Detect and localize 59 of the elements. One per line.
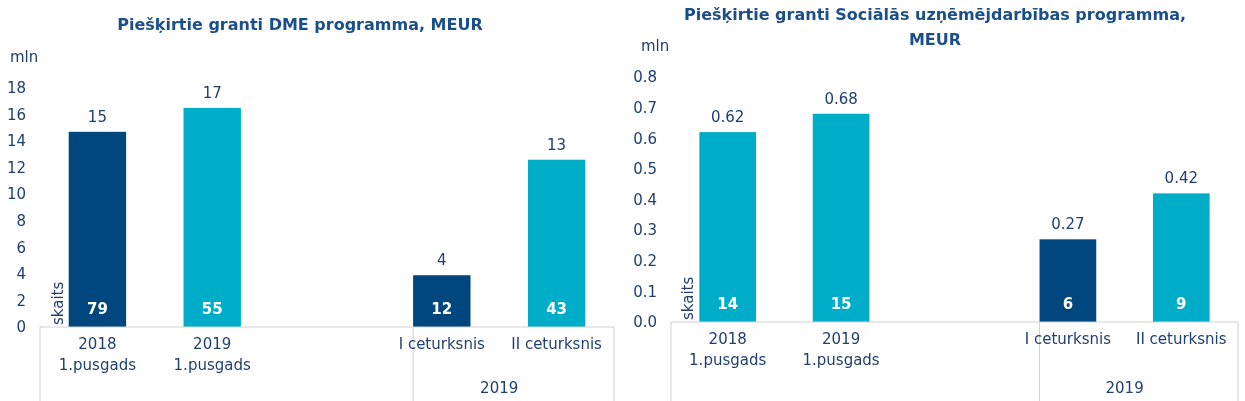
- y-tick-label: 0.4: [633, 190, 657, 209]
- x-tick-label: I ceturksnis: [1024, 330, 1112, 348]
- y-tick-label: 0: [16, 318, 26, 337]
- annotation: 55: [201, 300, 223, 319]
- x-tick-label: II ceturksnis: [1135, 330, 1227, 348]
- data-label: 0.62: [711, 108, 745, 127]
- data-label: 15: [87, 107, 107, 126]
- y-tick-label: 0.0: [633, 313, 657, 332]
- x-tick-label: 2018 1.pusgads: [58, 335, 137, 374]
- x-tick-label: I ceturksnis: [398, 335, 486, 353]
- data-label: 4: [437, 251, 447, 270]
- text: 2019: [1105, 379, 1144, 397]
- y-tick-label: 0.7: [633, 98, 657, 117]
- bar: [183, 107, 241, 327]
- annotation: 14: [717, 295, 739, 314]
- y-tick-label: 6: [16, 238, 26, 257]
- y-tick-label: 16: [6, 105, 26, 124]
- bar: [413, 275, 471, 327]
- annotation: 9: [1176, 295, 1187, 314]
- chart-title: Piešķirtie granti Sociālās uzņēmējdarbības programma, MEUR: [683, 5, 1187, 49]
- y-tick-label: 4: [16, 265, 26, 284]
- bar: [1039, 239, 1097, 322]
- y-axis-title: mln: [641, 37, 670, 55]
- data-label: 0.68: [824, 89, 858, 108]
- y-tick-label: 0.2: [633, 252, 657, 270]
- bar: [699, 132, 757, 322]
- y-tick-label: 0.6: [633, 129, 657, 148]
- bar: [812, 113, 870, 322]
- annotation: skaits: [48, 281, 67, 325]
- x-tick-label: II ceturksnis: [511, 335, 603, 353]
- annotation: 43: [546, 300, 568, 319]
- y-axis-title: mln: [10, 48, 39, 66]
- x-tick-label: 2019 1.pusgads: [802, 330, 880, 369]
- annotation: 6: [1062, 295, 1074, 314]
- x-tick-label: 2018 1.pusgads: [689, 330, 767, 369]
- y-tick-label: 12: [6, 158, 26, 177]
- bar: [1152, 193, 1210, 322]
- annotation: skaits: [679, 276, 698, 320]
- data-label: 0.42: [1164, 169, 1198, 188]
- y-tick-label: 18: [6, 79, 26, 98]
- data-label: 13: [547, 135, 567, 154]
- x-tick-label: 2019 1.pusgads: [173, 335, 251, 374]
- bar: [68, 131, 127, 327]
- data-label: 17: [202, 83, 222, 102]
- bar: [527, 159, 586, 327]
- annotation: 15: [830, 295, 852, 314]
- y-tick-label: 0.5: [633, 160, 657, 179]
- annotation: 12: [431, 300, 453, 319]
- chart-title: Piešķirtie granti DME programma, MEUR: [117, 15, 483, 34]
- annotation: 79: [86, 300, 108, 319]
- y-tick-label: 10: [6, 185, 26, 204]
- text: 2019: [480, 379, 519, 397]
- y-tick-label: 14: [6, 132, 26, 151]
- y-tick-label: 8: [16, 212, 26, 231]
- y-tick-label: 0.1: [633, 282, 657, 301]
- y-tick-label: 0.3: [633, 221, 657, 240]
- data-label: 0.27: [1051, 215, 1085, 234]
- y-tick-label: 0.8: [633, 68, 657, 87]
- y-tick-label: 2: [16, 291, 26, 310]
